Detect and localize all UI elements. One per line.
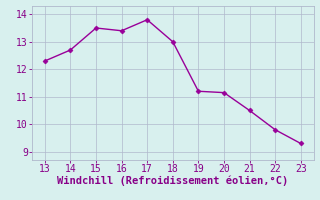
X-axis label: Windchill (Refroidissement éolien,°C): Windchill (Refroidissement éolien,°C) (57, 176, 288, 186)
